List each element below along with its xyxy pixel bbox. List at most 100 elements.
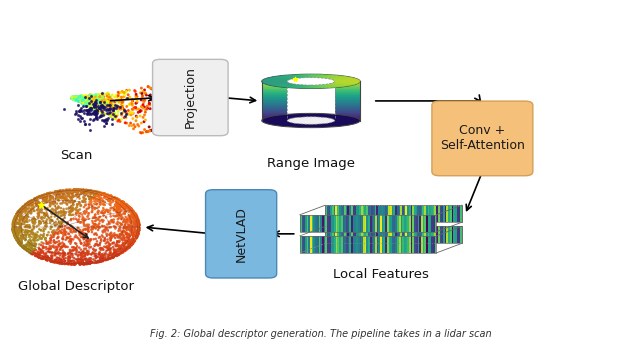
Point — [67, 96, 77, 101]
Point — [81, 246, 91, 252]
Point — [20, 245, 31, 251]
Point — [69, 198, 79, 204]
Point — [91, 106, 101, 112]
Point — [131, 100, 141, 106]
Polygon shape — [342, 226, 344, 243]
Point — [89, 198, 99, 204]
Polygon shape — [383, 236, 385, 253]
Point — [95, 196, 105, 201]
Point — [22, 201, 32, 207]
Point — [121, 89, 131, 95]
Point — [122, 202, 132, 207]
Polygon shape — [415, 226, 417, 243]
Polygon shape — [385, 205, 387, 222]
Point — [103, 195, 113, 200]
Point — [15, 239, 26, 245]
Point — [46, 210, 56, 216]
Point — [127, 243, 137, 248]
Point — [22, 248, 33, 254]
Point — [73, 187, 83, 192]
Point — [105, 242, 115, 248]
Text: Fig. 2: Global descriptor generation. The pipeline takes in a lidar scan: Fig. 2: Global descriptor generation. Th… — [150, 329, 492, 339]
Polygon shape — [365, 215, 366, 232]
Point — [33, 250, 44, 256]
Point — [106, 236, 116, 241]
Point — [98, 201, 108, 207]
Point — [108, 251, 118, 257]
Point — [86, 244, 96, 249]
Point — [75, 97, 85, 103]
Point — [84, 261, 95, 266]
Point — [12, 210, 22, 216]
Polygon shape — [353, 215, 355, 232]
Point — [81, 261, 92, 267]
Point — [63, 235, 73, 241]
Point — [17, 221, 27, 227]
Point — [54, 224, 65, 230]
Point — [163, 101, 173, 107]
Point — [10, 218, 20, 224]
Point — [17, 233, 28, 238]
Point — [77, 99, 87, 105]
Point — [125, 242, 136, 248]
Polygon shape — [397, 215, 399, 232]
Point — [17, 238, 27, 244]
Point — [86, 189, 96, 194]
Polygon shape — [335, 89, 360, 90]
Point — [90, 211, 100, 217]
Point — [15, 242, 25, 247]
Point — [121, 225, 131, 230]
Point — [68, 94, 78, 100]
Point — [99, 195, 109, 200]
Point — [90, 243, 100, 248]
Point — [94, 259, 104, 265]
Point — [72, 201, 83, 207]
Point — [104, 112, 115, 117]
Point — [38, 256, 49, 262]
Point — [47, 234, 57, 240]
Polygon shape — [424, 236, 426, 253]
Point — [45, 249, 56, 255]
Point — [131, 217, 141, 223]
Point — [24, 201, 34, 207]
Point — [19, 219, 29, 225]
Point — [33, 195, 43, 200]
Point — [9, 229, 19, 234]
Point — [111, 102, 122, 108]
Point — [46, 236, 56, 241]
Point — [63, 257, 74, 263]
Polygon shape — [399, 236, 401, 253]
Point — [104, 105, 114, 110]
Point — [23, 206, 33, 212]
Polygon shape — [330, 205, 332, 222]
Point — [29, 204, 39, 210]
Point — [81, 97, 92, 102]
Point — [114, 104, 124, 110]
Point — [100, 244, 111, 250]
Point — [109, 195, 120, 200]
Point — [99, 110, 109, 116]
Point — [75, 109, 85, 114]
Point — [77, 234, 88, 239]
Point — [89, 116, 99, 121]
Point — [41, 251, 51, 257]
Point — [120, 246, 130, 252]
Point — [138, 89, 148, 94]
Point — [88, 99, 99, 104]
Point — [15, 215, 25, 220]
Polygon shape — [325, 236, 327, 253]
Point — [14, 213, 24, 218]
Point — [121, 217, 131, 223]
Point — [29, 208, 39, 214]
Point — [62, 190, 72, 196]
Point — [126, 242, 136, 248]
Polygon shape — [411, 236, 412, 253]
Point — [22, 219, 32, 224]
Point — [148, 127, 159, 132]
Point — [20, 246, 31, 252]
Polygon shape — [320, 75, 333, 78]
Point — [24, 238, 34, 243]
Point — [105, 241, 115, 247]
Point — [83, 227, 93, 232]
Point — [61, 198, 72, 204]
